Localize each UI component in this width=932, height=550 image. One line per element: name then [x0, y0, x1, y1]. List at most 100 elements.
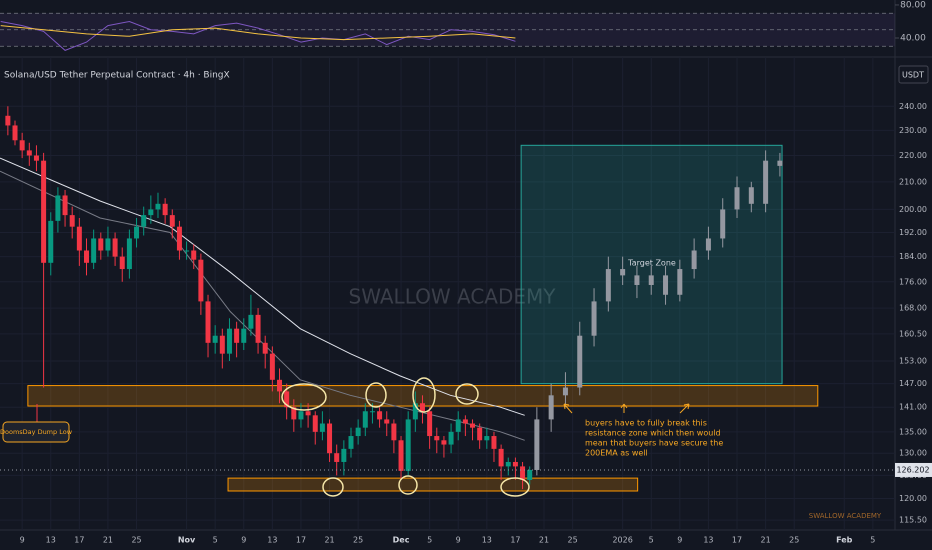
candle-body: [412, 403, 418, 420]
candle-body: [176, 226, 182, 251]
projected-candle-body: [562, 387, 568, 396]
note-line: buyers have to fully break this: [585, 419, 707, 428]
x-tick-label: 17: [296, 536, 306, 545]
x-tick-label: 9: [241, 536, 246, 545]
candle-body: [148, 209, 154, 216]
candle-body: [119, 256, 125, 270]
candle-body: [98, 238, 104, 251]
candle-body: [126, 238, 132, 270]
candle-body: [377, 411, 383, 420]
candle-body: [191, 250, 197, 260]
projected-candle-body: [720, 209, 726, 239]
candle-body: [312, 415, 318, 432]
highlight-circle: [398, 475, 418, 495]
candle-body: [319, 423, 325, 432]
x-tick-label: 9: [677, 536, 682, 545]
x-tick-label: 9: [456, 536, 461, 545]
projected-candle-body: [677, 269, 683, 295]
x-tick-label: 25: [131, 536, 141, 545]
unit-label: USDT: [902, 71, 924, 80]
y-tick-label: 220.00: [899, 151, 927, 160]
x-tick-label: 21: [103, 536, 113, 545]
candle-body: [369, 411, 375, 413]
candle-body: [76, 226, 82, 251]
highlight-circle: [281, 383, 327, 411]
candle-body: [448, 431, 454, 445]
x-tick-label: 5: [870, 536, 875, 545]
candle-body: [83, 250, 89, 263]
x-tick-label: 9: [20, 536, 25, 545]
chart-title: Solana/USD Tether Perpetual Contract · 4…: [4, 71, 230, 81]
y-tick-label: 115.50: [899, 516, 927, 525]
y-tick-label: 176.00: [899, 277, 927, 286]
projected-candle-body: [634, 275, 640, 285]
projected-candle-body: [605, 269, 611, 302]
unit-box: [898, 65, 929, 84]
y-tick-label: 135.00: [899, 427, 927, 436]
last-price-label: 126.202: [896, 465, 929, 474]
y-tick-label: 153.00: [899, 357, 927, 366]
x-tick-label: 21: [761, 536, 771, 545]
candle-body: [234, 328, 240, 343]
candle-body: [62, 195, 68, 216]
candle-body: [169, 215, 175, 227]
y-tick-label: 184.00: [899, 252, 927, 261]
rsi-line: [0, 20, 516, 51]
candle-body: [484, 436, 490, 441]
candle-body: [505, 461, 511, 467]
candle-body: [134, 226, 140, 239]
target-label: Target Zone: [627, 259, 676, 268]
candle-body: [398, 440, 404, 471]
x-tick-label: Dec: [393, 536, 410, 545]
label-box: [2, 421, 70, 443]
rsi-tick-label: 40.00: [900, 33, 926, 43]
y-tick-label: 168.00: [899, 304, 927, 313]
x-tick-label: 21: [539, 536, 549, 545]
x-tick-label: 21: [324, 536, 334, 545]
candle-body: [269, 353, 275, 380]
x-tick-label: 5: [213, 536, 218, 545]
y-tick-label: 160.50: [899, 329, 927, 338]
x-tick-label: Feb: [836, 536, 853, 545]
zone: [520, 144, 783, 385]
candle-body: [141, 215, 147, 227]
y-tick-label: 230.00: [899, 126, 927, 135]
projected-candle-body: [648, 275, 654, 285]
candle-body: [441, 440, 447, 445]
y-tick-label: 130.00: [899, 449, 927, 458]
candle-body: [334, 453, 340, 462]
projected-candle-body: [591, 301, 597, 336]
projected-candle-body: [620, 269, 626, 276]
candle-body: [262, 342, 268, 354]
candle-body: [498, 448, 504, 467]
candle-body: [362, 411, 368, 428]
candle-body: [248, 314, 254, 329]
x-tick-label: 17: [74, 536, 84, 545]
candle-body: [327, 423, 333, 454]
projected-candle-body: [534, 419, 540, 470]
candle-body: [55, 195, 61, 221]
candle-body: [41, 160, 47, 263]
candle-body: [341, 448, 347, 462]
projected-candle-body: [763, 160, 769, 204]
candle-body: [427, 411, 433, 437]
candle-body: [405, 419, 411, 471]
candle-body: [12, 125, 18, 141]
x-tick-label: 13: [46, 536, 56, 545]
candle-body: [348, 436, 354, 449]
candle-body: [291, 407, 297, 420]
x-tick-label: 13: [482, 536, 492, 545]
candle-body: [26, 150, 32, 156]
highlight-circle: [322, 477, 344, 497]
candle-body: [112, 238, 118, 257]
candle-body: [33, 155, 39, 161]
projected-candle-body: [663, 275, 669, 295]
note-line: mean that buyers have secure the: [585, 439, 723, 448]
arrow: [679, 403, 690, 414]
candle-body: [105, 238, 111, 251]
x-tick-label: 17: [732, 536, 742, 545]
candle-body: [198, 259, 204, 302]
arrow: [563, 403, 573, 414]
